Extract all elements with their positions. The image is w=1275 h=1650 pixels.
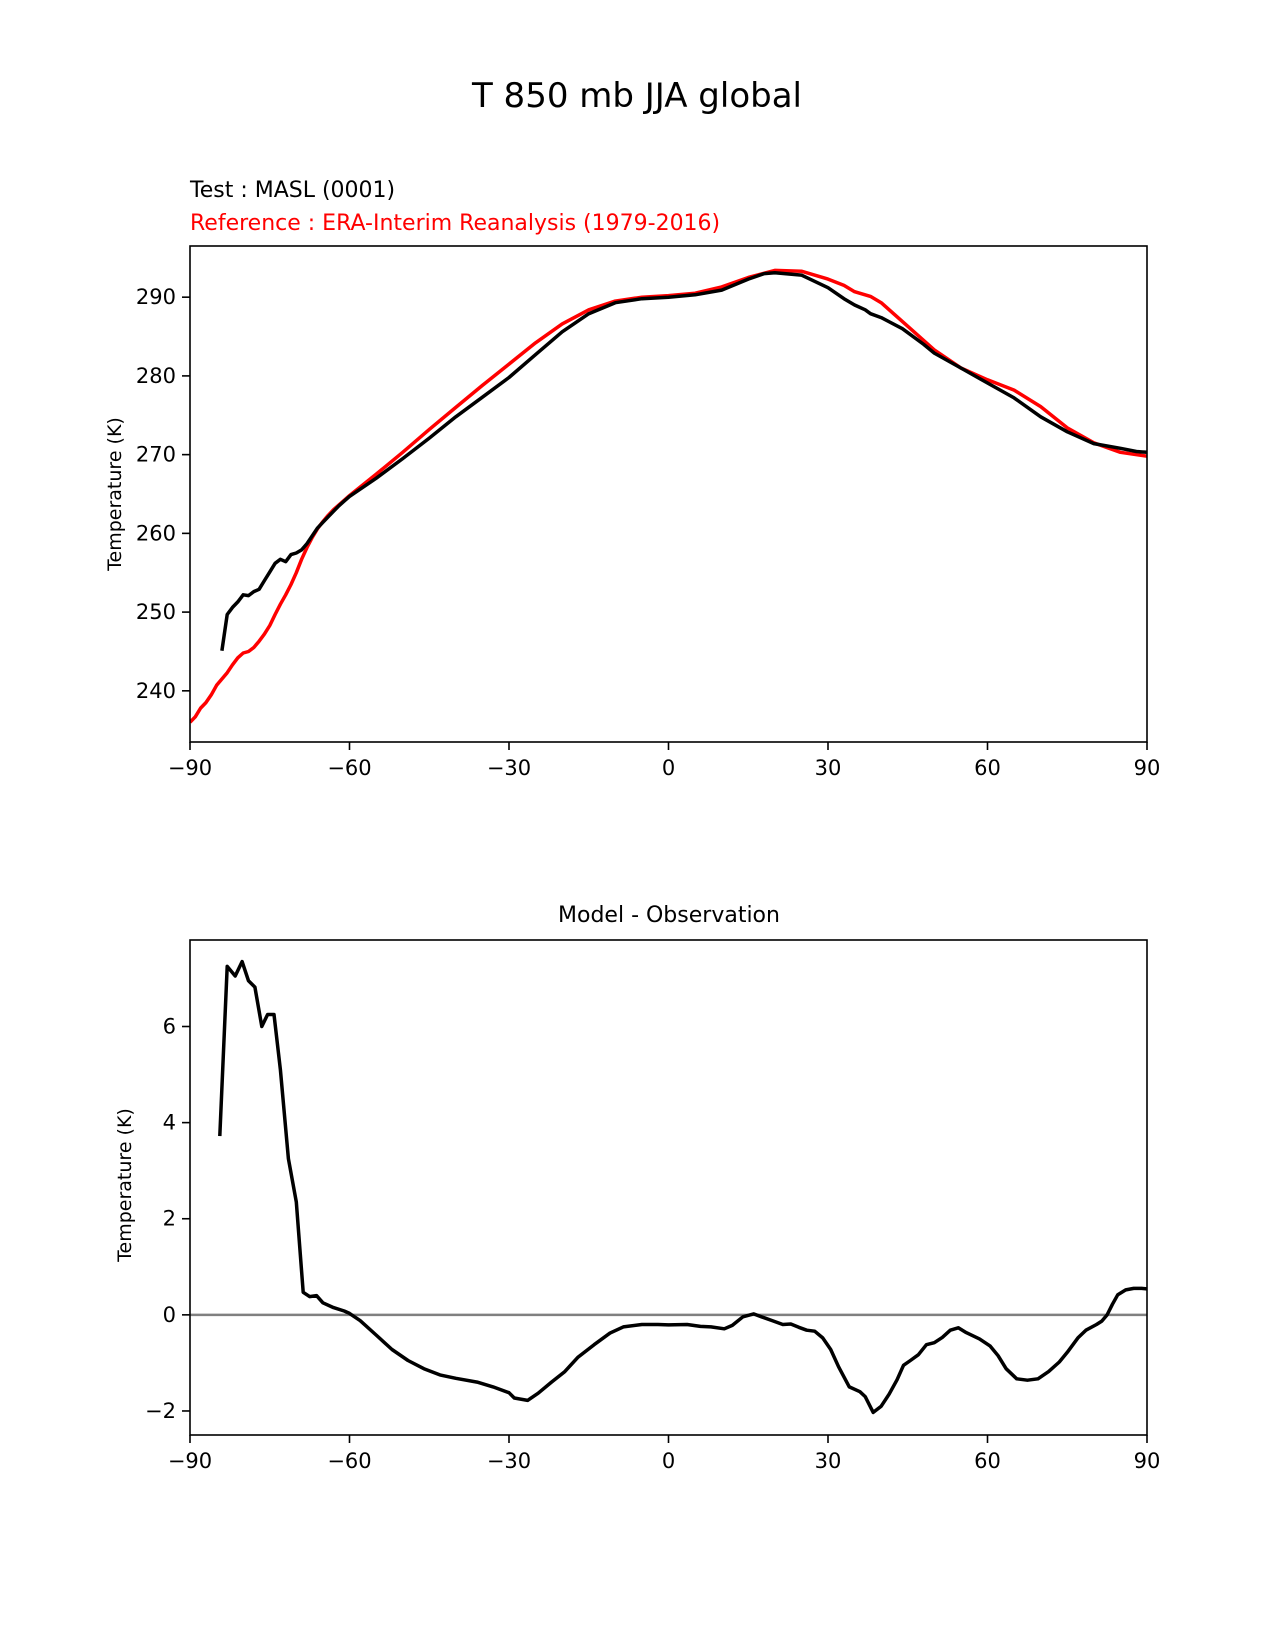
- x-tick-label: 90: [1134, 1449, 1161, 1473]
- bottom-plot-area: −90 −60 −30 0 30 60 90 −2 0 2 4 6: [145, 939, 1161, 1473]
- bottom-panel: Model - Observation Temperature (K) −90−…: [114, 903, 1160, 1473]
- x-tick-label: 0: [662, 1449, 675, 1473]
- x-tick-label: −60: [327, 756, 371, 780]
- y-tick-label: 250: [136, 600, 176, 624]
- y-tick-label: 270: [136, 443, 176, 467]
- y-tick-label: 240: [136, 679, 176, 703]
- reference-subtitle: Reference : ERA-Interim Reanalysis (1979…: [190, 211, 720, 236]
- test-subtitle: Test : MASL (0001): [189, 178, 395, 203]
- x-tick-label: 60: [974, 1449, 1001, 1473]
- y-tick-label: 2: [163, 1207, 176, 1231]
- top-plot-area: −90 −60 −30 0 30 60 90 240 250 260 270 280 290: [136, 245, 1161, 780]
- x-tick-label: 0: [662, 756, 675, 780]
- series-line-1: [220, 271, 1147, 651]
- y-tick-label: 290: [136, 285, 176, 309]
- series-line-0: [218, 959, 1147, 1415]
- y-tick-label: 4: [163, 1111, 176, 1135]
- x-tick-label: −30: [487, 1449, 531, 1473]
- y-tick-label: 280: [136, 364, 176, 388]
- x-tick-label: −90: [168, 756, 212, 780]
- difference-title: Model - Observation: [558, 903, 780, 928]
- series-line-0: [190, 268, 1147, 724]
- x-tick-label: 90: [1134, 756, 1161, 780]
- y-axis-label-bottom: Temperature (K): [114, 1108, 136, 1263]
- x-tick-label: −60: [327, 1449, 371, 1473]
- y-tick-label: 6: [163, 1015, 176, 1039]
- top-panel: Test : MASL (0001) Reference : ERA-Inter…: [104, 178, 1160, 780]
- x-tick-label: 30: [815, 756, 842, 780]
- x-tick-label: −30: [487, 756, 531, 780]
- figure-title: T 850 mb JJA global: [471, 76, 802, 116]
- y-tick-label: 0: [163, 1303, 176, 1327]
- y-axis-label-top: Temperature (K): [104, 417, 126, 572]
- y-tick-label: −2: [145, 1399, 176, 1423]
- axes-frame: [189, 245, 1148, 743]
- x-tick-label: 30: [815, 1449, 842, 1473]
- y-tick-label: 260: [136, 521, 176, 545]
- x-tick-label: −90: [168, 1449, 212, 1473]
- axes-frame: [189, 939, 1148, 1436]
- x-tick-label: 60: [974, 756, 1001, 780]
